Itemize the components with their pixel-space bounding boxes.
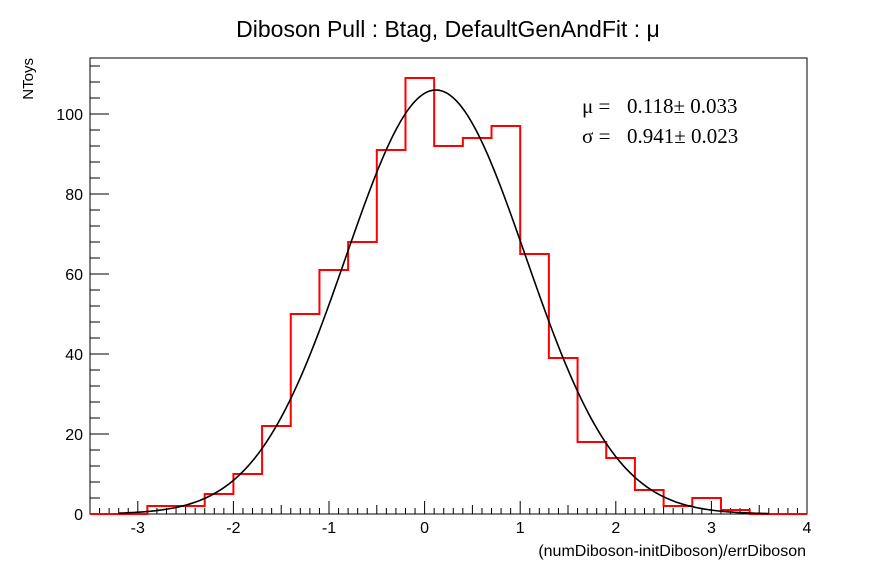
x-tick-label: 2	[611, 520, 620, 537]
plot-frame	[89, 57, 808, 515]
x-tick-label: -3	[131, 520, 145, 537]
x-tick-label: 0	[420, 520, 429, 537]
mu-label: μ =	[582, 94, 610, 118]
mu-value: 0.118± 0.033	[627, 94, 738, 118]
y-tick-label: 0	[74, 507, 83, 524]
sigma-value: 0.941± 0.023	[627, 124, 738, 148]
x-tick-label: -1	[322, 520, 336, 537]
x-axis-label: (numDiboson-initDiboson)/errDiboson	[538, 543, 806, 560]
gaussian-fit-curve	[118, 89, 769, 515]
y-axis-tick-labels: 0 20 40 60 80 100	[56, 107, 83, 524]
chart-title: Diboson Pull : Btag, DefaultGenAndFit : …	[236, 16, 660, 42]
y-axis-ticks	[90, 65, 109, 515]
x-tick-label: 3	[707, 520, 716, 537]
x-axis-tick-labels: -3 -2 -1 0 1 2 3 4	[131, 520, 812, 537]
x-tick-label: -2	[226, 520, 240, 537]
x-tick-label: 4	[803, 520, 812, 537]
sigma-label: σ =	[582, 124, 610, 148]
x-tick-label: 1	[516, 520, 525, 537]
y-tick-label: 20	[65, 427, 83, 444]
fit-stats-box: μ = 0.118± 0.033 σ = 0.941± 0.023	[582, 94, 738, 148]
y-tick-label: 40	[65, 347, 83, 364]
y-tick-label: 60	[65, 267, 83, 284]
y-tick-label: 80	[65, 187, 83, 204]
y-tick-label: 100	[56, 107, 83, 124]
y-axis-label: NToys	[20, 58, 37, 100]
